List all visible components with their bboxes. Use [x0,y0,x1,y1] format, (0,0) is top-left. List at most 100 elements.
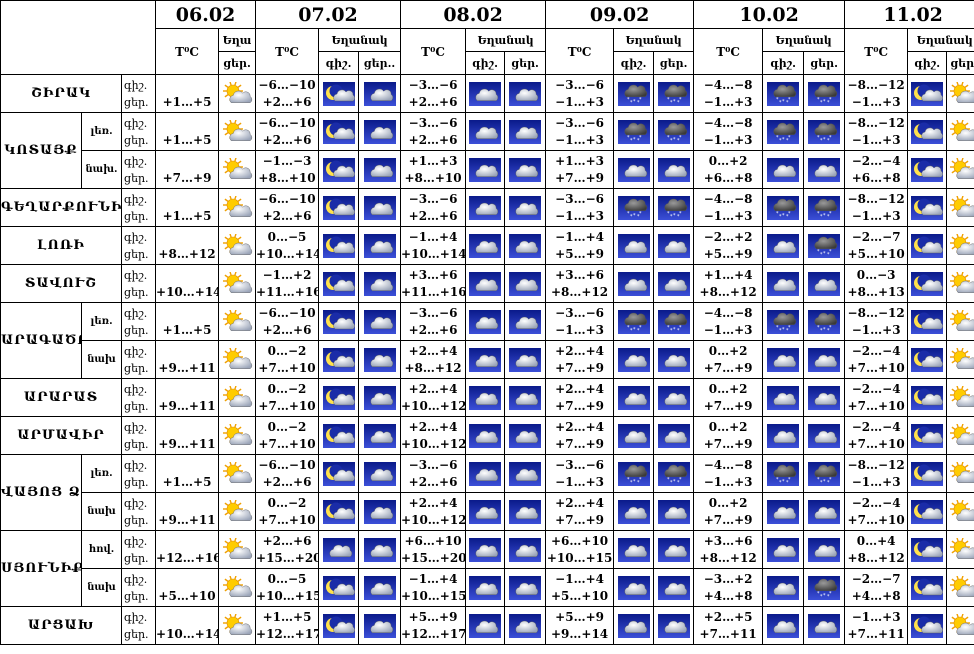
cloud-icon [767,271,800,296]
night-label: գիշ. [124,230,148,244]
night-temp [157,305,218,322]
day-temp: −1…+3 [555,94,604,109]
weather-icon-cell [465,112,506,151]
sun-cloud-icon [221,347,254,372]
cloud-icon [469,157,502,182]
day-temp: +6…+8 [703,170,753,185]
weather-icon-cell [613,378,655,417]
weather-icon-cell [907,150,948,189]
svg-text:*: * [823,251,826,257]
day-temp: +4…+8 [851,588,901,603]
night-header: գիշ. [762,51,805,75]
weather-icon-cell [465,302,506,341]
snow-cloud-icon: * * ** * [767,81,800,106]
night-label: գիշ. [124,572,148,586]
svg-text:*: * [786,328,789,334]
weather-icon-cell [907,416,948,455]
svg-text:*: * [779,138,782,144]
svg-text:*: * [677,100,680,106]
weather-header: Եղանակ [465,28,547,52]
svg-text:*: * [827,100,830,106]
cloud-icon [363,575,396,600]
svg-text:*: * [817,591,820,597]
weather-icon-cell [318,188,360,227]
weather-icon-cell [613,530,655,569]
temp-header: T⁰C [844,28,909,75]
weather-header: Եղանակ [762,28,846,52]
weather-icon-cell [653,226,695,265]
day-temp: +5…+10 [158,588,216,603]
night-temp: 0…+4 [856,533,896,548]
weather-icon-cell [946,454,974,493]
weather-icon-cell [218,606,257,645]
night-temp: 0…−2 [267,495,307,510]
weather-icon-cell [218,454,257,493]
sun-cloud-icon [948,613,974,638]
day-label: ցեր. [124,475,149,489]
region-row: ԱՐԱՐԱՏ գիշ. ցեր. +9…+11 0…−2 +7…+10 +2…+4 +10…+… [0,378,974,417]
cloud-icon [509,613,542,638]
snow-cloud-icon: * * ** * [808,309,841,334]
day-temp: −1…+3 [851,94,901,109]
day-label: ցեր. [124,171,149,185]
day-temp: +11…+16 [256,284,319,299]
day-temp: +7…+9 [703,398,753,413]
weather-icon-cell [465,340,506,379]
sun-cloud-icon [221,119,254,144]
day-temp: −1…+3 [555,474,604,489]
temperature-cell: +10…+14 [155,264,220,303]
weather-icon-cell [762,150,805,189]
day-temp: +7…+10 [847,360,905,375]
svg-text:*: * [829,135,832,141]
snow-cloud-icon: * * ** * [808,119,841,144]
night-temp: −6…−10 [258,77,316,92]
period-labels: գիշ. ցեր. [120,378,157,417]
cloud-icon [322,537,355,562]
weather-icon-cell [318,226,360,265]
night-temp: +1…+3 [555,153,604,168]
night-label: գիշ. [124,344,148,358]
moon-cloud-icon [911,119,944,144]
snow-cloud-icon: * * ** * [767,309,800,334]
cloud-icon [509,385,542,410]
night-temp: −8…−12 [847,77,905,92]
weather-icon-cell [946,74,974,113]
weather-icon-cell [358,454,402,493]
day-temp: +7…+9 [703,436,753,451]
temperature-cell: +2…+6 +15…+20 [255,530,320,569]
temperature-cell: +3…+6 +11…+16 [400,264,467,303]
weather-icon-cell [358,302,402,341]
svg-text:*: * [820,328,823,334]
subregion-label: նախ. [81,150,122,189]
day-temp: +7…+10 [847,398,905,413]
weather-icon-cell: * * * * * [653,454,695,493]
night-temp: −8…−12 [847,305,905,320]
svg-text:*: * [776,477,779,483]
cloud-icon [469,271,502,296]
temperature-cell: +8…+12 [155,226,220,265]
svg-text:*: * [627,325,630,331]
svg-text:*: * [786,100,789,106]
day-header: ցեր.. [358,51,402,75]
weather-icon-cell: * * * * * [762,302,805,341]
night-temp [157,191,218,208]
cloud-icon [767,537,800,562]
weather-icon-cell [218,264,257,303]
weather-icon-cell [218,492,257,531]
moon-cloud-icon [911,195,944,220]
svg-text:*: * [670,138,673,144]
weather-icon-cell [318,454,360,493]
temperature-cell: 0…−2 +7…+10 [255,416,320,455]
weather-icon-cell [465,492,506,531]
day-temp: +2…+6 [408,132,458,147]
svg-text:*: * [637,480,640,486]
weather-icon-cell [907,264,948,303]
svg-text:*: * [679,211,682,217]
day-temp: −1…+3 [703,322,753,337]
moon-cloud-icon [911,499,944,524]
night-temp: −2…+2 [703,229,753,244]
subregion-label: նախ [81,340,122,379]
sun-cloud-icon [948,309,974,334]
moon-cloud-icon [322,233,355,258]
night-label: գիշ. [124,610,148,624]
